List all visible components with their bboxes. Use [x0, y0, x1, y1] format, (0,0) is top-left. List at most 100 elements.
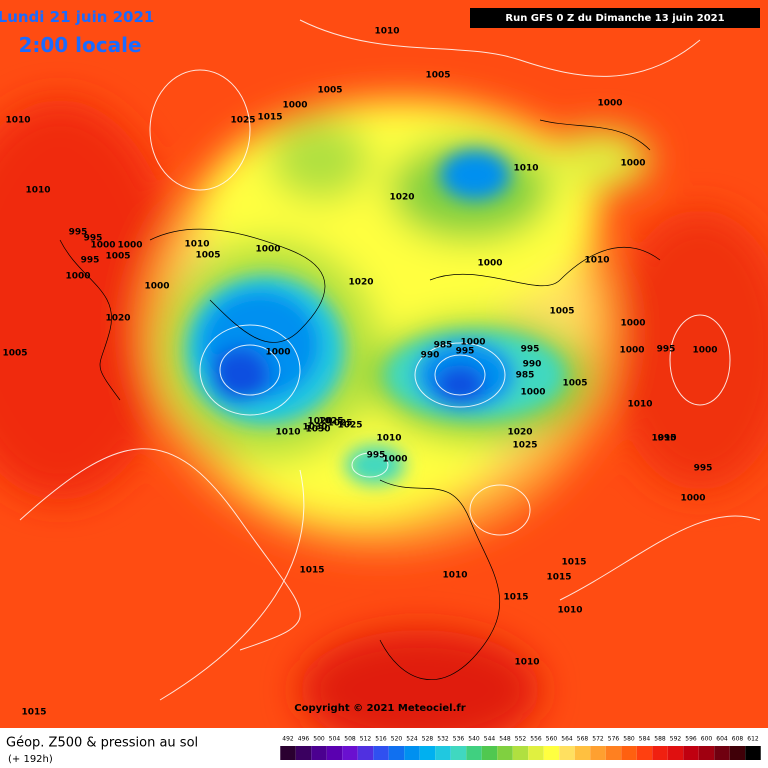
scale-swatch	[667, 746, 684, 760]
scale-label: 540	[468, 736, 480, 743]
scale-label: 592	[670, 736, 682, 743]
pressure-label: 990	[523, 360, 542, 370]
scale-swatch	[326, 746, 343, 760]
scale-swatch	[419, 746, 436, 760]
scale-swatch	[636, 746, 653, 760]
scale-swatch	[280, 746, 296, 760]
pressure-label: 1025	[512, 441, 537, 451]
pressure-label: 995	[694, 464, 713, 474]
scale-swatch	[698, 746, 715, 760]
pressure-label: 1005	[425, 71, 450, 81]
scale-swatch	[745, 746, 761, 760]
scale-swatch	[357, 746, 374, 760]
pressure-label: 1010	[651, 434, 676, 444]
scale-swatch	[559, 746, 575, 760]
scale-swatch	[481, 746, 498, 760]
scale-label: 508	[344, 736, 356, 743]
pressure-label: 995	[367, 451, 386, 461]
pressure-label: 1005	[2, 349, 27, 359]
scale-swatch	[543, 746, 560, 760]
pressure-label: 1020	[307, 417, 332, 427]
scale-swatch	[373, 746, 389, 760]
pressure-label: 1020	[507, 428, 532, 438]
pressure-label: 1020	[348, 278, 373, 288]
pressure-label: 1015	[503, 593, 528, 603]
pressure-label: 995	[81, 256, 100, 266]
pressure-label: 1000	[117, 241, 142, 251]
pressure-label: 1005	[105, 252, 130, 262]
scale-swatch	[342, 746, 358, 760]
scale-label: 500	[313, 736, 325, 743]
scale-swatch	[621, 746, 637, 760]
pressure-label: 1000	[65, 272, 90, 282]
pressure-label: 1010	[376, 434, 401, 444]
run-box	[470, 8, 760, 28]
pressure-label: 1005	[317, 86, 342, 96]
scale-label: 572	[592, 736, 604, 743]
pressure-label: 1015	[561, 558, 586, 568]
pressure-label: 1000	[597, 99, 622, 109]
pressure-label: 1010	[584, 256, 609, 266]
scale-swatch	[404, 746, 420, 760]
pressure-label: 985	[434, 341, 453, 351]
map-field	[0, 0, 768, 728]
pressure-label: 1005	[195, 251, 220, 261]
pressure-label: 1010	[442, 571, 467, 581]
pressure-label: 1015	[21, 708, 46, 718]
pressure-label: 1000	[255, 245, 280, 255]
pressure-label: 995	[456, 347, 475, 357]
scale-label: 548	[499, 736, 511, 743]
pressure-label: 990	[421, 351, 440, 361]
pressure-label: 1010	[513, 164, 538, 174]
date-label: Lundi 21 juin 2021	[0, 8, 154, 26]
scale-label: 528	[422, 736, 434, 743]
scale-label: 576	[608, 736, 620, 743]
pressure-label: 1015	[546, 573, 571, 583]
pressure-label: 985	[516, 371, 535, 381]
pressure-label: 1025	[337, 421, 362, 431]
pressure-label: 995	[69, 228, 88, 238]
scale-label: 512	[360, 736, 372, 743]
pressure-label: 1010	[514, 658, 539, 668]
scale-label: 496	[298, 736, 310, 743]
pressure-label: 1000	[90, 241, 115, 251]
pressure-label: 1005	[562, 379, 587, 389]
scale-swatch	[714, 746, 730, 760]
pressure-label: 1000	[680, 494, 705, 504]
scale-swatch	[652, 746, 668, 760]
pressure-label: 995	[658, 434, 677, 444]
scale-swatch	[605, 746, 622, 760]
scale-label: 608	[732, 736, 744, 743]
scale-label: 588	[654, 736, 666, 743]
scale-label: 536	[453, 736, 465, 743]
scale-label: 604	[716, 736, 728, 743]
pressure-label: 995	[84, 234, 103, 244]
scale-swatch	[311, 746, 327, 760]
pressure-label: 1025	[230, 116, 255, 126]
scale-label: 524	[406, 736, 418, 743]
scale-swatch	[729, 746, 746, 760]
pressure-label: 1010	[557, 606, 582, 616]
pressure-label: 1015	[257, 113, 282, 123]
pressure-label: 1000	[460, 338, 485, 348]
scale-label: 552	[515, 736, 527, 743]
scale-label: 584	[639, 736, 651, 743]
pressure-label: 1030	[302, 423, 327, 433]
scale-swatch	[574, 746, 591, 760]
pressure-label: 1005	[549, 307, 574, 317]
legend-subtitle: (+ 192h)	[8, 754, 53, 765]
pressure-label: 1015	[299, 566, 324, 576]
pressure-label: 1000	[619, 346, 644, 356]
scale-swatch	[590, 746, 606, 760]
pressure-label: 1010	[5, 116, 30, 126]
scale-label: 596	[685, 736, 697, 743]
scale-swatch	[388, 746, 405, 760]
pressure-label: 1010	[627, 400, 652, 410]
run-info: Run GFS 0 Z du Dimanche 13 juin 2021	[505, 13, 724, 24]
legend-title: Géop. Z500 & pression au sol	[6, 736, 198, 751]
pressure-label: 1000	[477, 259, 502, 269]
scale-swatch	[497, 746, 513, 760]
color-scale: 492 496 500 504 508 512 516 520 524 528 532 536 540 5…	[280, 736, 761, 760]
scale-label: 580	[623, 736, 635, 743]
